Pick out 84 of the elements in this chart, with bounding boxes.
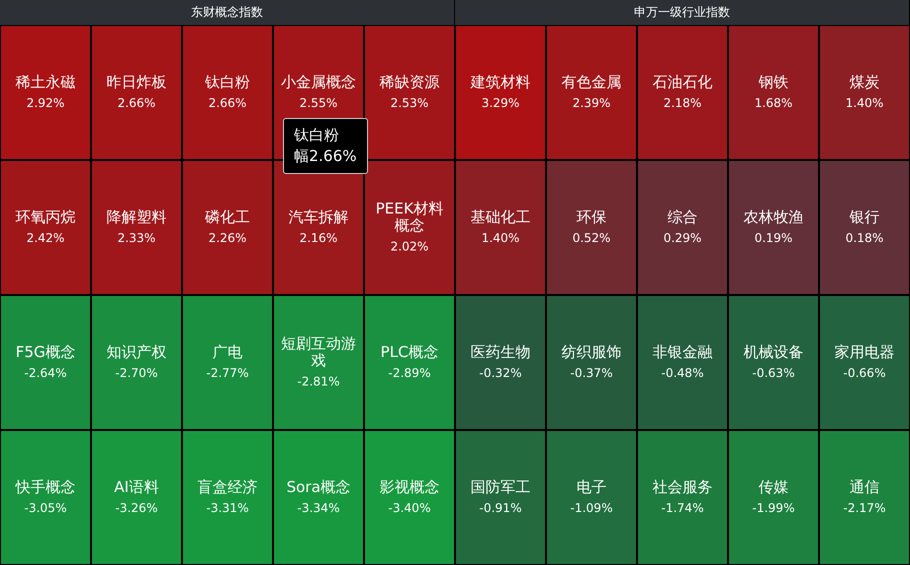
data-label: -0.32% (479, 366, 522, 380)
data-label: 0.29% (663, 231, 702, 245)
data-label: -3.31% (206, 501, 249, 515)
category-label: 银行 (848, 208, 880, 226)
data-label: -2.89% (388, 366, 431, 380)
category-label: 传媒 (758, 478, 788, 496)
data-label: 2.02% (390, 240, 429, 254)
data-label: 1.68% (754, 96, 793, 110)
data-label: 2.55% (299, 96, 338, 110)
data-label: -3.34% (297, 501, 340, 515)
category-label: 稀缺资源 (380, 73, 440, 91)
category-label: Sora概念 (286, 478, 351, 496)
category-label: 环氧丙烷 (16, 208, 76, 226)
data-label: 2.16% (299, 231, 338, 245)
category-label: 有色金属 (562, 73, 622, 91)
data-label: -0.48% (661, 366, 704, 380)
data-label: 0.19% (754, 231, 793, 245)
category-label: 煤炭 (850, 73, 880, 91)
data-label: -2.64% (24, 366, 67, 380)
data-label: -0.63% (752, 366, 795, 380)
category-label: 通信 (850, 478, 880, 496)
category-label: 非银金融 (652, 343, 712, 361)
category-label: 机械设备 (744, 343, 804, 361)
data-label: -2.77% (206, 366, 249, 380)
data-label: 0.52% (572, 231, 611, 245)
category-label: 钢铁 (758, 73, 788, 91)
data-label: 2.66% (208, 96, 247, 110)
category-label: 广电 (212, 343, 242, 361)
data-label: -0.37% (570, 366, 613, 380)
tooltip-box: 钛白粉 幅2.66% (283, 118, 368, 174)
category-label: 短剧互动游戏 (281, 334, 356, 370)
category-label: 医药生物 (470, 343, 530, 361)
category-label: 小金属概念 (281, 73, 356, 91)
category-label: F5G概念 (16, 343, 76, 361)
category-label: 石油石化 (652, 73, 712, 91)
category-label: 基础化工 (470, 208, 530, 226)
data-label: 2.92% (26, 96, 65, 110)
data-label: -0.91% (479, 501, 522, 515)
data-label: 2.66% (117, 96, 156, 110)
category-label: 盲盒经济 (198, 478, 258, 496)
data-label: -2.70% (115, 366, 158, 380)
data-label: 2.53% (390, 96, 429, 110)
data-label: -3.40% (388, 501, 431, 515)
category-label: 综合 (668, 208, 698, 226)
category-label: 电子 (576, 478, 606, 496)
category-label: 纺织服饰 (562, 343, 622, 361)
data-label: 2.33% (117, 231, 156, 245)
category-label: 昨日炸板 (106, 73, 166, 91)
category-label: 快手概念 (14, 478, 76, 496)
category-label: PLC概念 (380, 343, 438, 361)
category-label: 知识产权 (106, 343, 166, 361)
category-label: 环保 (576, 208, 606, 226)
data-label: -1.09% (570, 501, 613, 515)
data-label: -2.17% (843, 501, 886, 515)
header-panel: 申万一级行业指数 (455, 0, 910, 25)
data-label: -0.66% (843, 366, 886, 380)
text: 钛白粉 (204, 73, 250, 91)
category-label: 稀土永磁 (16, 73, 76, 91)
category-label: 建筑材料 (470, 73, 530, 91)
data-label: -1.74% (661, 501, 704, 515)
category-label: 社会服务 (652, 478, 712, 496)
category-label: 降解塑料 (106, 208, 166, 226)
data-label: -2.81% (297, 374, 340, 388)
header-panel: 东财概念指数 (0, 0, 455, 25)
data-label: 2.18% (663, 96, 702, 110)
data-label: -3.26% (115, 501, 158, 515)
category-label: 家用电器 (834, 343, 894, 361)
category-label: 影视概念 (380, 478, 440, 496)
category-label: 磷化工 (204, 208, 250, 226)
data-label: 2.26% (208, 231, 247, 245)
category-label: 农林牧渔 (744, 208, 804, 226)
data-label: 3.29% (481, 96, 520, 110)
data-label: 2.39% (572, 96, 611, 110)
category-label: 国防军工 (470, 478, 530, 496)
category-label: PEEK材料概念 (376, 200, 444, 234)
category-label: 汽车拆解 (288, 208, 348, 226)
data-label: 1.40% (845, 96, 884, 110)
category-label: AI语料 (114, 478, 159, 496)
data-label: 0.18% (845, 231, 884, 245)
data-label: 1.40% (481, 231, 520, 245)
data-label: -3.05% (24, 501, 67, 515)
data-label: 2.42% (26, 231, 65, 245)
data-label: -1.99% (752, 501, 795, 515)
category-label: 钛白粉 (294, 125, 340, 146)
